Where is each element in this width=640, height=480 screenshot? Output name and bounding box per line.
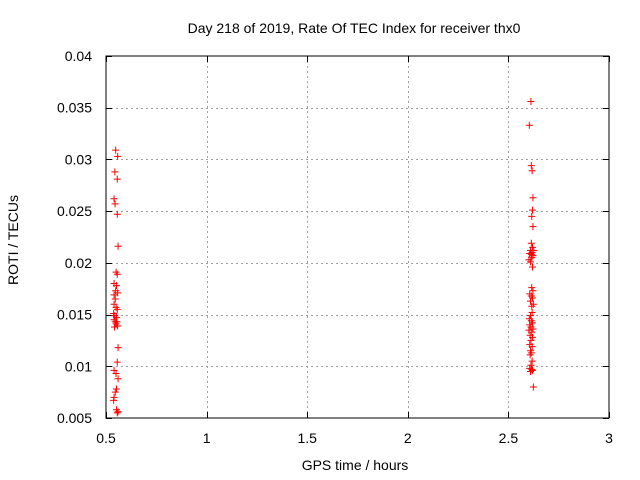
data-point	[114, 242, 122, 250]
data-point	[530, 246, 538, 254]
data-point	[110, 396, 118, 404]
data-point	[528, 302, 536, 310]
data-point	[112, 146, 120, 154]
data-point	[529, 325, 537, 333]
data-point	[114, 344, 122, 352]
data-point	[529, 383, 537, 391]
y-tick-label: 0.02	[65, 255, 92, 271]
y-tick-label: 0.015	[57, 307, 92, 323]
data-point	[114, 322, 122, 330]
data-point	[527, 312, 535, 320]
y-tick-label: 0.01	[65, 358, 92, 374]
y-tick-label: 0.025	[57, 203, 92, 219]
data-point	[113, 175, 121, 183]
data-point	[113, 318, 121, 326]
data-point	[113, 270, 121, 278]
x-tick-label: 1	[203, 430, 211, 446]
data-point	[528, 309, 536, 317]
data-point	[527, 98, 535, 106]
data-point	[527, 336, 535, 344]
x-axis-label: GPS time / hours	[302, 457, 409, 473]
data-point	[528, 343, 536, 351]
data-point	[111, 295, 119, 303]
y-tick-label: 0.03	[65, 151, 92, 167]
data-point	[528, 167, 536, 175]
data-point	[110, 195, 118, 203]
data-points	[110, 98, 538, 417]
y-tick-label: 0.035	[57, 100, 92, 116]
data-point	[111, 388, 119, 396]
x-tick-label: 2	[404, 430, 412, 446]
data-point	[112, 385, 120, 393]
x-tick-label: 3	[605, 430, 613, 446]
data-point	[113, 358, 121, 366]
data-point	[527, 239, 535, 247]
data-point	[528, 357, 536, 365]
data-point	[526, 351, 534, 359]
data-point	[110, 323, 118, 331]
data-point	[113, 305, 121, 313]
data-point	[111, 200, 119, 208]
data-point	[527, 258, 535, 266]
chart-title: Day 218 of 2019, Rate Of TEC Index for r…	[188, 20, 521, 36]
data-point	[529, 333, 537, 341]
data-point	[529, 263, 537, 271]
data-point	[529, 206, 537, 214]
y-tick-labels: 0.005 0.01 0.015 0.02 0.025 0.03 0.035 0.04	[57, 48, 92, 426]
data-point	[114, 408, 122, 416]
data-point	[110, 291, 118, 299]
y-axis-label: ROTI / TECUs	[5, 195, 21, 285]
x-tick-labels: 0.5 1 1.5 2 2.5 3	[96, 430, 613, 446]
data-point	[527, 361, 535, 369]
x-tick-label: 0.5	[96, 430, 116, 446]
data-point	[111, 168, 119, 176]
data-point	[528, 284, 536, 292]
y-tick-label: 0.005	[57, 410, 92, 426]
data-point	[529, 287, 537, 295]
data-point	[528, 328, 536, 336]
grid-layer	[106, 56, 609, 418]
data-point	[113, 210, 121, 218]
data-point	[528, 212, 536, 220]
data-point	[114, 152, 122, 160]
x-tick-label: 1.5	[297, 430, 317, 446]
data-point	[114, 289, 122, 297]
data-point	[527, 162, 535, 170]
data-point	[112, 370, 120, 378]
y-tick-label: 0.04	[65, 48, 92, 64]
data-point	[114, 375, 122, 383]
data-point	[112, 282, 120, 290]
data-point	[527, 367, 535, 375]
x-tick-label: 2.5	[499, 430, 519, 446]
plot-frame	[105, 55, 610, 419]
data-point	[529, 223, 537, 231]
data-point	[529, 194, 537, 202]
data-point	[525, 121, 533, 129]
data-point	[113, 409, 121, 417]
